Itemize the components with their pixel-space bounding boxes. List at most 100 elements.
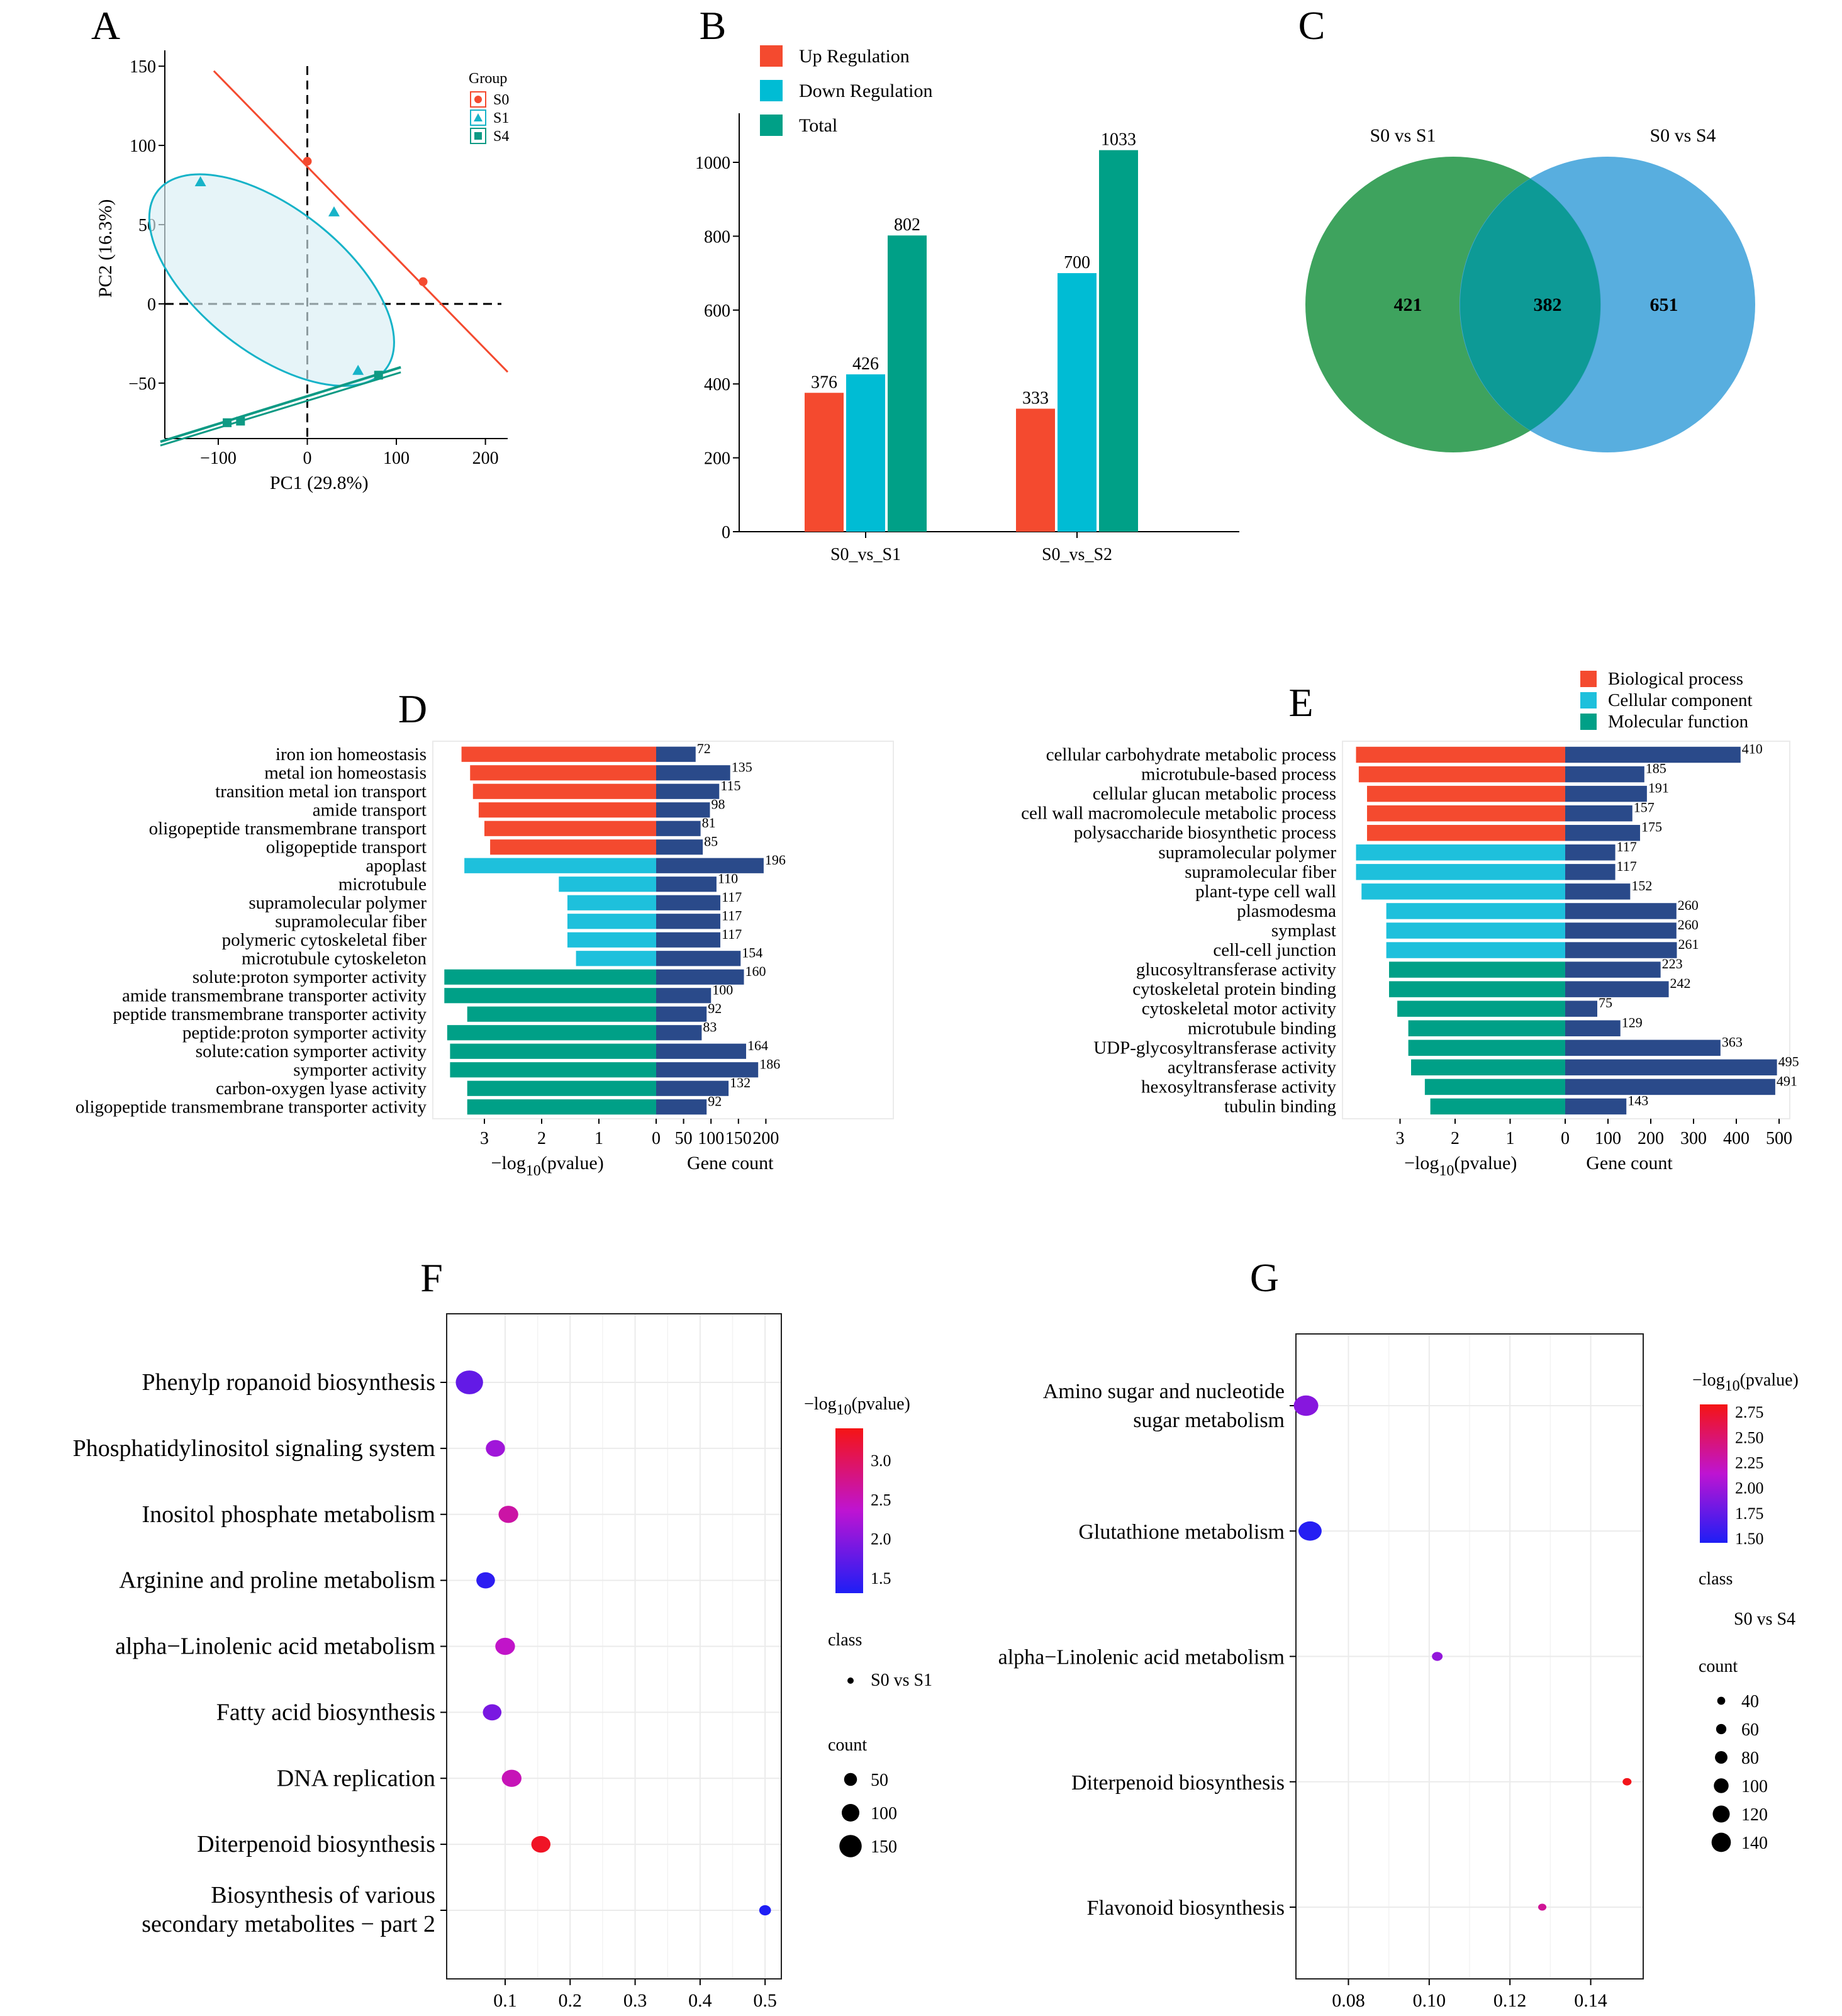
panel-d: 72 iron ion homeostasis 135 metal ion homeo… bbox=[75, 741, 894, 1179]
count-bar bbox=[656, 895, 721, 910]
venn-count: 382 bbox=[1534, 294, 1562, 315]
pvalue-bar bbox=[1367, 785, 1565, 802]
pvalue-bar bbox=[1411, 1059, 1565, 1076]
term-label: polysaccharide biosynthetic process bbox=[1074, 823, 1336, 843]
series-line-s4b bbox=[160, 371, 401, 447]
legend-swatch bbox=[1580, 692, 1597, 708]
pvalue-bar bbox=[1356, 844, 1565, 861]
bar bbox=[1016, 408, 1055, 532]
dot bbox=[455, 1370, 483, 1394]
bar bbox=[805, 393, 844, 532]
term-label: symporter activity bbox=[293, 1060, 427, 1080]
tspan: −log bbox=[1692, 1370, 1725, 1390]
dot bbox=[1622, 1778, 1632, 1786]
count-bar bbox=[656, 839, 703, 855]
pvalue-bar bbox=[461, 746, 656, 762]
pvalue-bar bbox=[490, 839, 656, 855]
count-label: 117 bbox=[1617, 858, 1637, 874]
class-legend-label: S0 vs S1 bbox=[871, 1671, 932, 1690]
pvalue-bar bbox=[444, 988, 656, 1004]
tspan: 10 bbox=[1725, 1378, 1740, 1394]
x-tick-label: 1 bbox=[1506, 1129, 1515, 1148]
pathway-label: secondary metabolites − part 2 bbox=[142, 1911, 435, 1937]
pvalue-bar bbox=[478, 802, 656, 818]
pvalue-bar bbox=[1358, 766, 1565, 783]
panel-b: 0 200 400 600 800 1000 S0_vs_S1 376 426 802 S0_vs_… bbox=[695, 45, 1239, 564]
count-bar bbox=[1565, 1039, 1721, 1056]
panel-e: 410 cellular carbohydrate metabolic proce… bbox=[1021, 669, 1799, 1179]
count-bar bbox=[656, 951, 741, 966]
size-legend-title: count bbox=[828, 1735, 867, 1755]
y-tick-label: −50 bbox=[128, 374, 156, 394]
term-label: tubulin binding bbox=[1224, 1096, 1336, 1116]
pvalue-bar bbox=[1389, 981, 1565, 997]
count-bar bbox=[656, 988, 712, 1004]
pathway-label: Flavonoid biosynthesis bbox=[1086, 1896, 1285, 1920]
term-label: cellular carbohydrate metabolic process bbox=[1046, 745, 1336, 765]
term-label: metal ion homeostasis bbox=[264, 763, 427, 783]
pvalue-bar bbox=[1386, 922, 1565, 939]
y-tick-label: 600 bbox=[704, 301, 730, 321]
tspan: (pvalue) bbox=[1740, 1370, 1799, 1390]
count-bar bbox=[1565, 922, 1677, 939]
series-line-s4 bbox=[160, 366, 401, 443]
point-s4 bbox=[374, 371, 383, 380]
point-s4 bbox=[223, 418, 232, 427]
size-legend-label: 120 bbox=[1741, 1805, 1768, 1825]
x-tick-label: 0 bbox=[303, 449, 311, 468]
count-bar bbox=[1565, 1000, 1597, 1017]
count-bar bbox=[656, 1043, 747, 1059]
dot bbox=[498, 1506, 518, 1523]
size-legend-dot bbox=[839, 1835, 862, 1857]
colorbar-tick-label: 2.00 bbox=[1735, 1479, 1764, 1498]
x-tick-label: 100 bbox=[383, 449, 410, 468]
pvalue-bar bbox=[467, 1006, 656, 1022]
legend-title: Group bbox=[469, 70, 507, 87]
pvalue-bar bbox=[470, 765, 656, 781]
size-legend-dot bbox=[844, 1772, 857, 1786]
legend-key-box bbox=[470, 91, 486, 108]
count-bar bbox=[656, 858, 764, 873]
pathway-label: Diterpenoid biosynthesis bbox=[1071, 1771, 1285, 1795]
count-label: 157 bbox=[1634, 800, 1655, 815]
count-label: 132 bbox=[730, 1075, 751, 1090]
colorbar-tick-label: 2.25 bbox=[1735, 1454, 1764, 1472]
count-label: 223 bbox=[1662, 956, 1683, 972]
x-tick-label: 0.14 bbox=[1574, 1990, 1607, 2011]
term-label: supramolecular polymer bbox=[1158, 843, 1336, 863]
bar bbox=[888, 235, 927, 532]
pvalue-bar bbox=[464, 858, 656, 873]
pvalue-bar bbox=[1389, 961, 1565, 978]
count-label: 75 bbox=[1599, 995, 1612, 1011]
pathway-label: alpha−Linolenic acid metabolism bbox=[998, 1646, 1285, 1669]
size-legend-title: count bbox=[1699, 1657, 1738, 1676]
dot bbox=[501, 1769, 522, 1787]
pvalue-bar bbox=[559, 876, 656, 892]
size-legend-label: 50 bbox=[871, 1771, 888, 1790]
tspan: −log bbox=[491, 1153, 525, 1173]
panel-border bbox=[1342, 741, 1790, 1119]
dot bbox=[483, 1704, 502, 1721]
count-label: 260 bbox=[1678, 917, 1699, 932]
pathway-label: alpha−Linolenic acid metabolism bbox=[115, 1633, 435, 1660]
term-label: apoplast bbox=[366, 856, 427, 876]
panel-c: S0 vs S1 S0 vs S4 421 382 651 bbox=[1305, 125, 1755, 452]
pvalue-bar bbox=[1367, 825, 1565, 841]
legend-label: Total bbox=[799, 115, 837, 136]
point-s0 bbox=[418, 277, 428, 286]
count-label: 129 bbox=[1622, 1014, 1643, 1030]
size-legend-dot bbox=[1712, 1805, 1730, 1823]
count-bar bbox=[1565, 942, 1677, 958]
x-tick-label: 0.3 bbox=[623, 1990, 647, 2011]
count-bar bbox=[1565, 1078, 1775, 1095]
term-label: glucosyltransferase activity bbox=[1136, 960, 1337, 980]
count-bar bbox=[656, 746, 696, 762]
bar-value-label: 376 bbox=[811, 372, 837, 392]
class-legend-label: S0 vs S4 bbox=[1734, 1610, 1795, 1629]
term-label: iron ion homeostasis bbox=[276, 744, 427, 764]
x-tick-label: 1 bbox=[594, 1129, 603, 1148]
pathway-label: DNA replication bbox=[277, 1765, 435, 1791]
count-label: 260 bbox=[1678, 897, 1699, 913]
size-legend-dot bbox=[1715, 1751, 1728, 1764]
count-bar bbox=[1565, 981, 1669, 997]
